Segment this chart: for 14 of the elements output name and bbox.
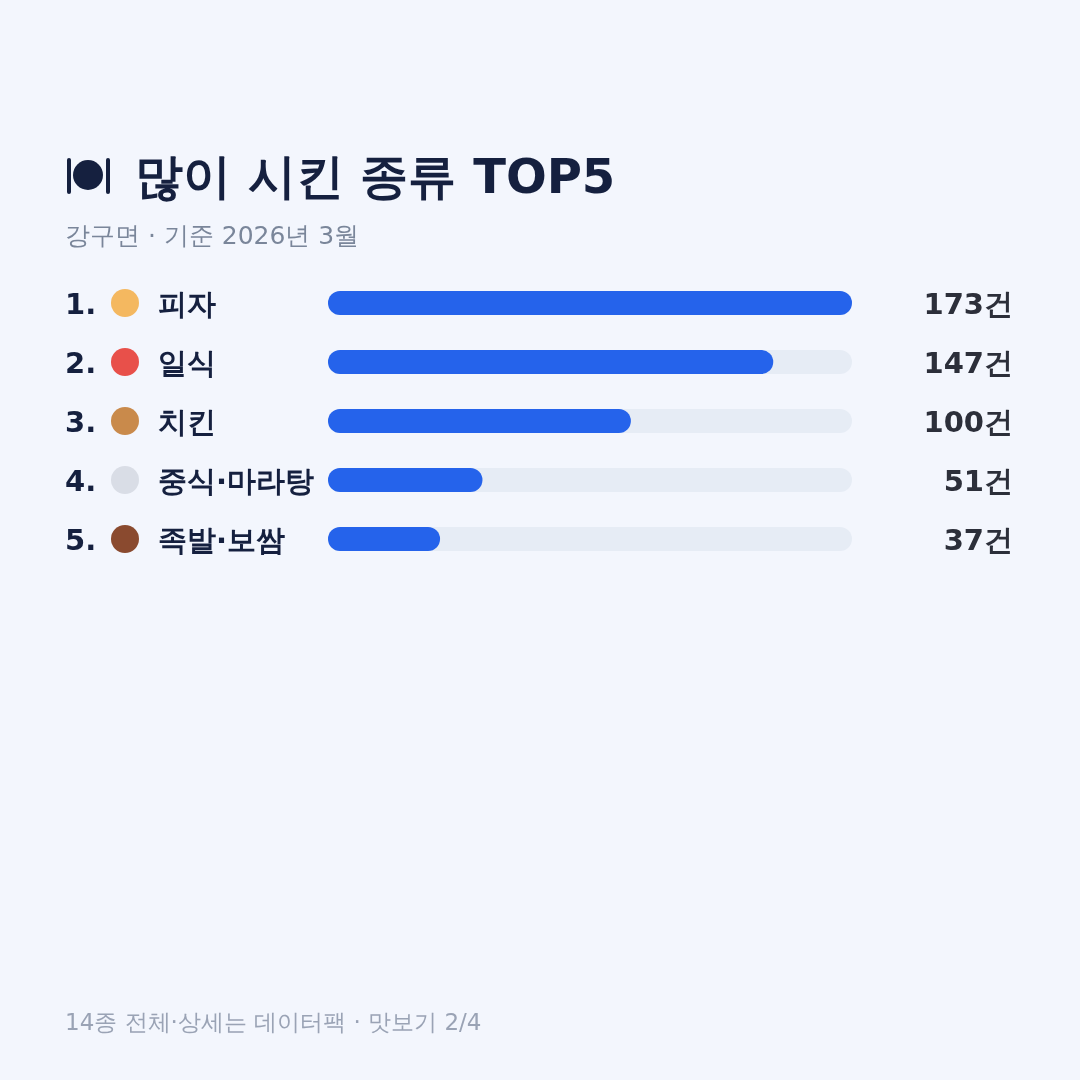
- category-label: 3. 치킨: [65, 405, 216, 439]
- bar: [328, 527, 441, 551]
- category-label: 1. 피자: [65, 287, 216, 321]
- chart-title: 많이 시킨 종류 TOP5: [135, 148, 616, 204]
- category-label: 5. 족발·보쌈: [65, 523, 286, 557]
- data-label: 37건: [943, 523, 1013, 557]
- category-label: 2. 일식: [65, 346, 216, 380]
- category-label: 4. 중식·마라탕: [65, 464, 315, 498]
- chart-subtitle: 강구면 · 기준 2026년 3월: [65, 221, 360, 250]
- data-label: 100건: [923, 405, 1013, 439]
- data-label: 51건: [943, 464, 1013, 498]
- data-label: 173건: [923, 287, 1013, 321]
- text: 14종 전체·상세는 데이터팩 · 맛보기 2/4: [65, 1009, 482, 1035]
- data-label: 147건: [923, 346, 1013, 380]
